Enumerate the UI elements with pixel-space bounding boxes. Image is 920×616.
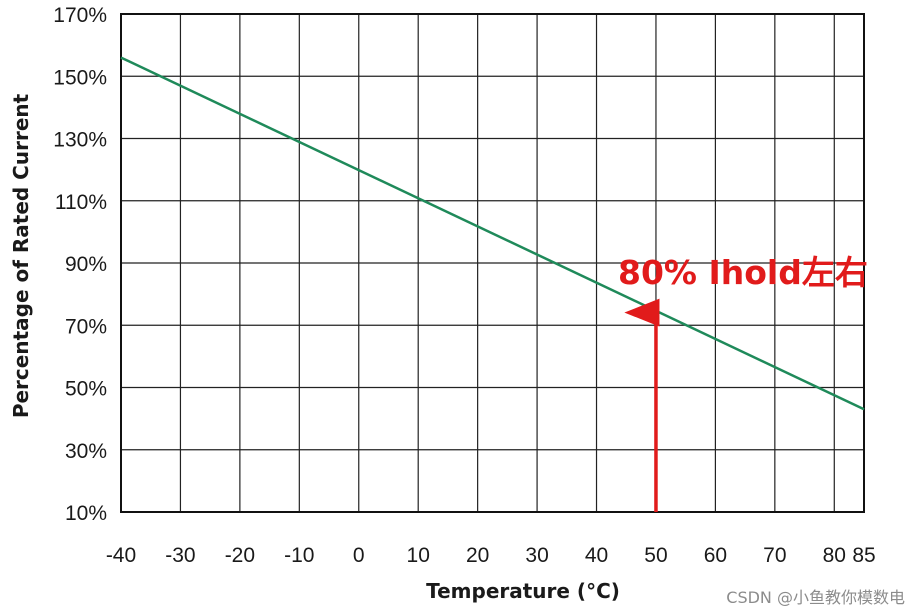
y-tick-label: 110% bbox=[55, 191, 107, 214]
series-layer bbox=[120, 56, 865, 411]
y-tick-label: 30% bbox=[65, 440, 107, 463]
y-tick-label: 150% bbox=[53, 66, 107, 89]
annotation-label: 80% Ihold左右 bbox=[618, 253, 868, 292]
x-tick-label: -30 bbox=[165, 544, 195, 567]
y-tick-label: 170% bbox=[53, 4, 107, 27]
y-tick-label: 50% bbox=[65, 378, 107, 401]
annotation-layer: 80% Ihold左右 bbox=[618, 253, 868, 512]
x-axis-title: Temperature (°C) bbox=[426, 579, 620, 603]
plot-frame bbox=[120, 13, 865, 513]
x-tick-label: 80 bbox=[823, 544, 846, 567]
y-tick-label: 70% bbox=[65, 315, 107, 338]
x-tick-label: 0 bbox=[353, 544, 365, 567]
x-tick-label: 20 bbox=[466, 544, 489, 567]
x-tick-label: 10 bbox=[407, 544, 430, 567]
y-tick-label: 10% bbox=[65, 502, 107, 525]
x-tick-label: 40 bbox=[585, 544, 608, 567]
x-axis-ticks: -40 -30 -20 -10 0 10 20 30 40 50 60 70 80 85 bbox=[106, 544, 876, 567]
x-tick-label: 30 bbox=[525, 544, 548, 567]
y-tick-label: 130% bbox=[53, 129, 107, 152]
x-tick-label: 60 bbox=[704, 544, 727, 567]
x-tick-label: -40 bbox=[106, 544, 136, 567]
series-line bbox=[120, 56, 865, 411]
x-tick-label: 50 bbox=[644, 544, 667, 567]
y-axis-ticks: 10% 30% 50% 70% 90% 110% 130% 150% 170% bbox=[53, 4, 107, 525]
x-tick-label: -20 bbox=[225, 544, 255, 567]
x-tick-label: 85 bbox=[852, 544, 875, 567]
y-tick-label: 90% bbox=[65, 253, 107, 276]
x-tick-label: -10 bbox=[284, 544, 314, 567]
watermark: CSDN @小鱼教你模数电 bbox=[726, 588, 905, 607]
x-tick-label: 70 bbox=[763, 544, 786, 567]
y-axis-title: Percentage of Rated Current bbox=[9, 93, 33, 418]
